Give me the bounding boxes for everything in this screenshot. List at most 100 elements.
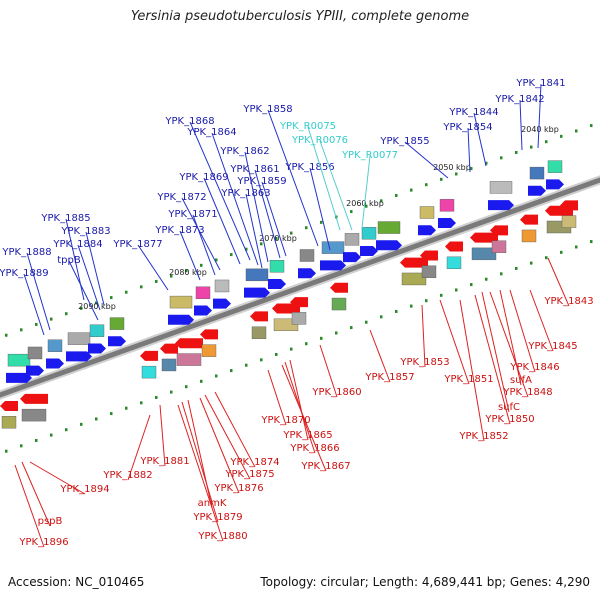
topology-text: Topology: circular; Length: 4,689,441 bp… xyxy=(260,575,590,589)
scale-tick xyxy=(425,299,428,303)
reverse-gene-arrow xyxy=(290,297,308,308)
forward-feature-block xyxy=(245,268,269,282)
scale-tick xyxy=(470,283,473,287)
reverse-gene-label: YPK_1881 xyxy=(139,456,189,467)
scale-tick xyxy=(290,231,293,235)
reverse-feature-block xyxy=(141,365,157,379)
scale-tick xyxy=(590,240,593,244)
rna-gene-label-leader xyxy=(307,126,341,231)
scale-tick xyxy=(365,204,368,208)
reverse-gene-label: YPK_1894 xyxy=(59,484,109,495)
forward-feature-block xyxy=(109,317,125,330)
forward-gene-arrow xyxy=(528,185,546,196)
forward-gene-label-leader xyxy=(179,230,201,281)
reverse-feature-block xyxy=(176,353,202,366)
forward-feature-block xyxy=(89,324,105,337)
forward-feature-block xyxy=(7,353,31,367)
reverse-feature-block xyxy=(491,240,507,253)
reverse-gene-label-leader xyxy=(439,299,470,385)
reverse-feature-block xyxy=(21,408,47,422)
forward-gene-arrow xyxy=(244,287,270,298)
scale-tick xyxy=(155,279,158,283)
reverse-gene-label: sufC xyxy=(498,402,520,413)
forward-feature-block xyxy=(439,199,455,212)
genome-axis xyxy=(0,177,600,398)
reverse-gene-label-leader xyxy=(199,397,240,494)
scale-tick xyxy=(110,412,113,416)
reverse-gene-label: YPK_1843 xyxy=(543,296,593,307)
reverse-feature-block xyxy=(201,344,217,357)
forward-gene-label: YPK_1855 xyxy=(379,136,429,147)
scale-tick xyxy=(560,134,563,138)
scale-tick xyxy=(530,261,533,265)
scale-tick xyxy=(500,156,503,160)
reverse-gene-label: YPK_1866 xyxy=(289,443,339,454)
scale-tick xyxy=(215,258,218,262)
reverse-gene-arrow xyxy=(0,401,18,411)
scale-tick xyxy=(590,124,593,128)
forward-gene-arrow xyxy=(418,225,436,236)
scale-tick xyxy=(380,199,383,203)
scale-tick xyxy=(20,328,23,332)
forward-gene-label-leader xyxy=(267,109,319,247)
accession-text: Accession: NC_010465 xyxy=(8,575,145,589)
forward-gene-label: YPK_1863 xyxy=(220,188,270,199)
reverse-gene-label-leader xyxy=(267,369,287,426)
forward-gene-label: YPK_1871 xyxy=(167,209,217,220)
forward-gene-label: YPK_1877 xyxy=(112,239,162,250)
forward-gene-label-leader xyxy=(181,197,221,271)
reverse-feature-block xyxy=(1,416,17,429)
scale-tick xyxy=(230,253,233,257)
reverse-gene-label-leader xyxy=(21,461,51,527)
forward-gene-label-leader xyxy=(211,132,259,266)
reverse-gene-arrow xyxy=(272,303,300,314)
scale-tick xyxy=(485,161,488,165)
reverse-gene-arrow xyxy=(560,200,578,211)
forward-gene-arrow xyxy=(438,218,456,229)
forward-gene-label: YPK_1864 xyxy=(186,127,236,138)
scale-tick xyxy=(575,129,578,133)
forward-gene-arrow xyxy=(108,336,126,347)
forward-feature-block xyxy=(27,346,43,360)
forward-feature-block xyxy=(547,160,563,173)
forward-gene-arrow xyxy=(213,298,231,309)
scale-tick xyxy=(320,220,323,224)
reverse-gene-label-leader xyxy=(14,464,45,548)
scale-tick xyxy=(440,177,443,181)
scale-tick xyxy=(305,226,308,230)
forward-gene-label-leader xyxy=(23,273,45,336)
forward-gene-label: YPK_1883 xyxy=(60,226,110,237)
reverse-gene-arrow xyxy=(160,343,178,354)
reverse-gene-label-leader xyxy=(459,299,485,442)
reverse-gene-arrow xyxy=(330,282,348,293)
scale-tick xyxy=(290,347,293,351)
forward-gene-label-leader xyxy=(309,167,331,251)
reverse-gene-label-leader xyxy=(281,364,327,472)
forward-feature-block xyxy=(361,227,377,240)
scale-tick xyxy=(455,288,458,292)
scale-tick xyxy=(545,256,548,260)
scale-label: 2080 kbp xyxy=(169,268,207,277)
reverse-gene-label-leader xyxy=(289,359,309,441)
forward-feature-block xyxy=(344,233,360,246)
scale-tick xyxy=(515,150,518,154)
forward-gene-label: YPK_1868 xyxy=(164,116,214,127)
reverse-gene-arrow xyxy=(490,225,508,236)
forward-gene-label: YPK_1841 xyxy=(515,78,565,89)
scale-tick xyxy=(80,422,83,426)
forward-gene-arrow xyxy=(26,365,44,376)
reverse-gene-label-leader xyxy=(421,304,426,368)
rna-gene-label-leader xyxy=(319,140,353,231)
reverse-feature-block xyxy=(446,256,462,270)
forward-gene-label-leader xyxy=(261,181,287,257)
scale-tick xyxy=(560,250,563,254)
scale-tick xyxy=(455,172,458,176)
forward-gene-label: YPK_1862 xyxy=(219,146,269,157)
rna-gene-label: YPK_R0075 xyxy=(279,121,336,132)
forward-gene-arrow xyxy=(360,246,378,256)
forward-gene-label: YPK_1859 xyxy=(236,176,286,187)
scale-tick xyxy=(395,193,398,197)
reverse-gene-label-leader xyxy=(369,329,391,383)
